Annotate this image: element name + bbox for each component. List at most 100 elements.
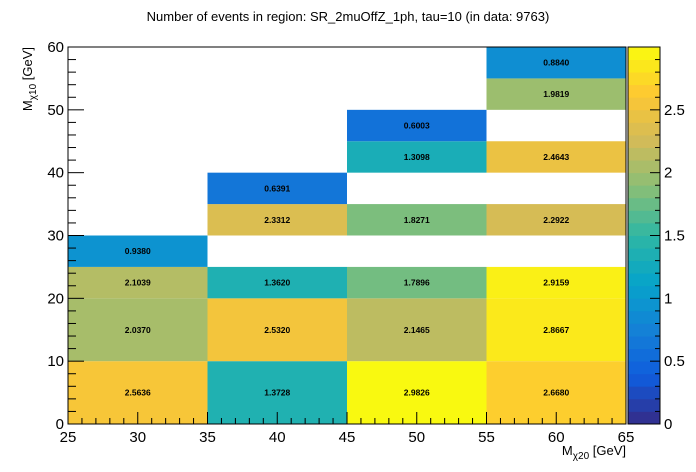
cell-value-label: 2.5636 <box>125 388 151 398</box>
heatmap-cell <box>486 204 626 236</box>
y-tick-label: 50 <box>47 102 64 119</box>
colorbar-band <box>628 47 660 60</box>
heatmap-cell <box>68 298 208 362</box>
colorbar-band <box>628 248 660 262</box>
colorbar-band <box>628 260 660 274</box>
heatmap-cell <box>347 266 487 299</box>
colorbar-band <box>628 323 660 337</box>
x-tick-label: 35 <box>199 429 216 446</box>
colorbar-band <box>628 109 660 123</box>
heatmap-cell <box>347 109 487 142</box>
colorbar-band <box>628 398 660 412</box>
heatmap-cell <box>68 266 208 299</box>
colorbar-band <box>628 235 660 249</box>
colorbar-tick-label: 0.5 <box>664 353 685 370</box>
cell-value-label: 1.9819 <box>543 89 569 99</box>
colorbar-band <box>628 134 660 148</box>
colorbar-tick-label: 0 <box>664 416 672 433</box>
heatmap-cell <box>486 298 626 362</box>
x-tick-label: 65 <box>618 429 635 446</box>
cell-value-label: 0.8840 <box>543 58 569 68</box>
heatmap-cell <box>207 204 347 236</box>
cell-value-label: 2.9826 <box>404 388 430 398</box>
colorbar <box>627 46 661 425</box>
cell-value-label: 2.4643 <box>543 152 569 162</box>
heatmap-cell <box>486 141 626 173</box>
colorbar-band <box>628 348 660 362</box>
heatmap-cell <box>486 47 626 79</box>
x-axis-label: Mχ20 [GeV] <box>562 443 626 462</box>
heatmap-cell <box>347 204 487 236</box>
colorbar-band <box>628 285 660 299</box>
colorbar-axis: 0 0.5 1 1.5 2 2.5 <box>650 46 685 433</box>
colorbar-band <box>628 172 660 186</box>
colorbar-tick-label: 1.5 <box>664 228 685 245</box>
heatmap-cell <box>207 266 347 299</box>
colorbar-band <box>628 122 660 136</box>
cell-value-label: 1.3098 <box>404 152 430 162</box>
cell-value-label: 2.1465 <box>404 325 430 335</box>
colorbar-band <box>628 273 660 287</box>
y-tick-label: 30 <box>47 228 64 245</box>
colorbar-band <box>628 361 660 375</box>
colorbar-band <box>628 411 660 425</box>
x-tick-label: 45 <box>339 429 356 446</box>
heatmap-cell <box>486 266 626 299</box>
cell-value-label: 0.9380 <box>125 246 151 256</box>
cell-value-label: 2.8667 <box>543 325 569 335</box>
heatmap-cell <box>68 235 208 267</box>
colorbar-band <box>628 336 660 349</box>
heatmap-cell <box>347 298 487 362</box>
cell-value-label: 2.1039 <box>125 278 151 288</box>
colorbar-band <box>628 97 660 111</box>
colorbar-band <box>628 185 660 199</box>
colorbar-band <box>628 59 660 73</box>
y-tick-label: 40 <box>47 165 64 182</box>
y-axis-label: Mχ10 [GeV] <box>20 47 39 111</box>
colorbar-tick-label: 2 <box>664 165 672 182</box>
x-tick-label: 25 <box>60 429 77 446</box>
heatmap-cell <box>207 298 347 362</box>
colorbar-band <box>628 222 660 236</box>
x-tick-label: 40 <box>269 429 286 446</box>
y-axis: 0 10 20 30 40 50 60 <box>47 39 84 433</box>
colorbar-band <box>628 210 660 224</box>
heatmap-cell <box>207 172 347 205</box>
x-axis: 25 30 35 40 45 50 55 60 65 <box>60 412 635 446</box>
colorbar-band <box>628 84 660 98</box>
cell-value-label: 2.2922 <box>543 215 569 225</box>
colorbar-band <box>628 386 660 400</box>
colorbar-band <box>628 373 660 387</box>
x-tick-label: 30 <box>129 429 146 446</box>
colorbar-band <box>628 72 660 86</box>
cell-value-label: 2.5320 <box>264 325 290 335</box>
colorbar-tick-label: 2.5 <box>664 102 685 119</box>
cell-value-label: 0.6391 <box>264 183 290 193</box>
colorbar-tick-label: 1 <box>664 290 672 307</box>
colorbar-band <box>628 160 660 174</box>
cell-value-label: 1.7896 <box>404 278 430 288</box>
cell-value-label: 2.9159 <box>543 278 569 288</box>
y-tick-label: 0 <box>56 416 64 433</box>
y-tick-label: 60 <box>47 39 64 56</box>
y-tick-label: 20 <box>47 290 64 307</box>
colorbar-band <box>628 197 660 211</box>
cell-value-label: 2.6680 <box>543 388 569 398</box>
chart-title: Number of events in region: SR_2muOffZ_1… <box>147 9 550 24</box>
y-tick-label: 10 <box>47 353 64 370</box>
cell-value-label: 0.6003 <box>404 121 430 131</box>
colorbar-band <box>628 310 660 324</box>
x-tick-label: 50 <box>408 429 425 446</box>
cell-value-label: 1.3620 <box>264 278 290 288</box>
cell-labels: 2.5636 2.0370 2.1039 0.9380 1.3728 2.5320 1.36… <box>125 58 570 398</box>
cell-value-label: 2.3312 <box>264 215 290 225</box>
cell-value-label: 1.8271 <box>404 215 430 225</box>
colorbar-band <box>628 298 660 312</box>
x-tick-label: 60 <box>548 429 565 446</box>
heatmap-cell <box>486 78 626 110</box>
plot-cells <box>68 47 626 424</box>
heatmap-cell <box>347 141 487 173</box>
x-tick-label: 55 <box>478 429 495 446</box>
colorbar-band <box>628 147 660 161</box>
